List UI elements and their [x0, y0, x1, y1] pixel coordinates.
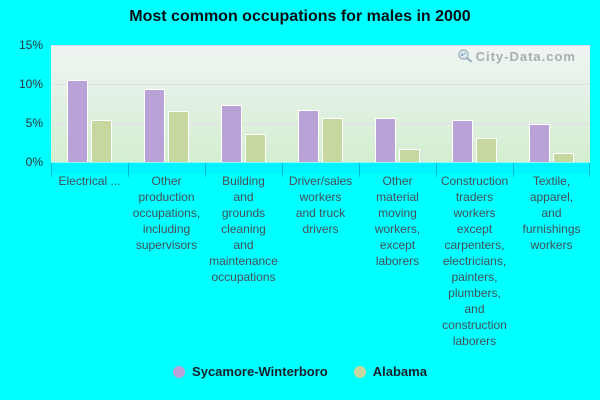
bar-series1-cat5	[452, 119, 473, 162]
bar-group-1	[128, 45, 205, 162]
legend-label: Sycamore-Winterboro	[192, 364, 328, 379]
x-axis-labels: Electrical ... Other production occupations…	[51, 173, 590, 349]
x-label-line: construction	[442, 318, 507, 332]
x-axis-tick-1	[128, 163, 129, 177]
x-label-line: and	[233, 238, 254, 252]
bars-layer	[51, 45, 590, 162]
x-label-line: material	[376, 190, 419, 204]
x-axis-tick-0	[51, 163, 52, 177]
y-tick-label-5: 5%	[25, 116, 43, 130]
x-label-line: workers	[530, 238, 573, 252]
bar-series1-cat2	[221, 104, 242, 162]
legend-label: Alabama	[372, 364, 427, 379]
x-label-line: workers	[299, 190, 342, 204]
x-label-line: moving	[378, 206, 417, 220]
x-axis-strip	[51, 162, 590, 177]
magnifier-icon	[457, 48, 473, 64]
x-axis-tick-5	[436, 163, 437, 177]
x-label-line: maintenance	[209, 254, 278, 268]
x-axis-tick-7	[589, 163, 590, 177]
x-label-line: laborers	[375, 254, 420, 268]
bar-series2-cat0	[91, 119, 112, 162]
x-label-line: production	[138, 190, 195, 204]
x-label-line: apparel,	[529, 190, 574, 204]
x-label-cat2: Building and grounds cleaning and maintenance…	[205, 173, 282, 349]
bar-group-2	[205, 45, 282, 162]
x-label-line: cleaning	[221, 222, 266, 236]
x-label-line: and	[233, 190, 254, 204]
x-label-line: Driver/sales	[288, 174, 353, 188]
x-label-line: workers	[453, 206, 496, 220]
legend-dot-series2	[353, 365, 366, 378]
x-label-line: except	[379, 238, 416, 252]
bar-series1-cat3	[298, 109, 319, 162]
x-axis-tick-3	[282, 163, 283, 177]
x-axis-tick-2	[205, 163, 206, 177]
x-label-cat5: Construction traders workers except carpente…	[436, 173, 513, 349]
x-label-line: furnishings	[522, 222, 581, 236]
bar-group-3	[282, 45, 359, 162]
chart-title: Most common occupations for males in 200…	[129, 8, 471, 25]
x-label-line: Construction	[440, 174, 509, 188]
x-label-line: supervisors	[135, 238, 198, 252]
x-label-line: drivers	[302, 222, 339, 236]
legend-dot-series1	[173, 365, 186, 378]
bar-series2-cat4	[399, 149, 420, 162]
x-label-cat0: Electrical ...	[51, 173, 128, 349]
x-label-line: except	[456, 222, 493, 236]
x-label-line: occupations	[211, 270, 276, 284]
gridline-15	[51, 45, 590, 46]
x-label-line: Other	[151, 174, 182, 188]
x-label-line: including	[142, 222, 191, 236]
legend: Sycamore-Winterboro Alabama	[0, 364, 600, 379]
watermark: City-Data.com	[457, 48, 576, 64]
x-label-cat1: Other production occupations, including supe…	[128, 173, 205, 349]
x-label-cat4: Other material moving workers, except laborer…	[359, 173, 436, 349]
x-axis-tick-6	[513, 163, 514, 177]
x-label-line: traders	[455, 190, 494, 204]
bar-group-0	[51, 45, 128, 162]
x-label-line: painters,	[451, 270, 498, 284]
gridline-10	[51, 84, 590, 85]
bar-series1-cat4	[375, 118, 396, 162]
legend-item-series1: Sycamore-Winterboro	[173, 364, 328, 379]
x-label-line: plumbers,	[448, 286, 501, 300]
x-axis-tick-4	[359, 163, 360, 177]
x-label-line: Electrical ...	[58, 174, 121, 188]
y-tick-label-15: 15%	[18, 38, 43, 52]
plot-area: City-Data.com	[51, 45, 590, 162]
y-tick-label-0: 0%	[25, 155, 43, 169]
bar-group-5	[436, 45, 513, 162]
bar-series1-cat6	[529, 124, 550, 162]
x-label-line: laborers	[452, 334, 497, 348]
bar-series2-cat5	[476, 138, 497, 162]
x-label-cat3: Driver/sales workers and truck drivers	[282, 173, 359, 349]
x-label-line: and	[541, 206, 562, 220]
x-label-line: Other	[382, 174, 413, 188]
bar-series2-cat2	[245, 133, 266, 162]
watermark-text: City-Data.com	[475, 48, 576, 64]
x-label-line: and	[464, 302, 485, 316]
gridline-5	[51, 123, 590, 124]
bar-series2-cat6	[553, 153, 574, 162]
x-label-line: Building	[222, 174, 265, 188]
x-label-cat6: Textile, apparel, and furnishings workers	[513, 173, 590, 349]
y-tick-label-10: 10%	[18, 77, 43, 91]
x-label-line: Textile,	[532, 174, 571, 188]
x-label-line: carpenters,	[444, 238, 505, 252]
x-label-line: electricians,	[442, 254, 507, 268]
bar-group-6	[513, 45, 590, 162]
bar-series1-cat1	[144, 89, 165, 162]
x-label-line: grounds	[221, 206, 266, 220]
bar-series2-cat1	[168, 111, 189, 162]
legend-item-series2: Alabama	[353, 364, 427, 379]
x-label-line: occupations,	[132, 206, 201, 220]
bar-series1-cat0	[67, 79, 88, 162]
x-label-line: workers,	[374, 222, 421, 236]
x-label-line: and truck	[295, 206, 346, 220]
bar-group-4	[359, 45, 436, 162]
bar-series2-cat3	[322, 118, 343, 162]
